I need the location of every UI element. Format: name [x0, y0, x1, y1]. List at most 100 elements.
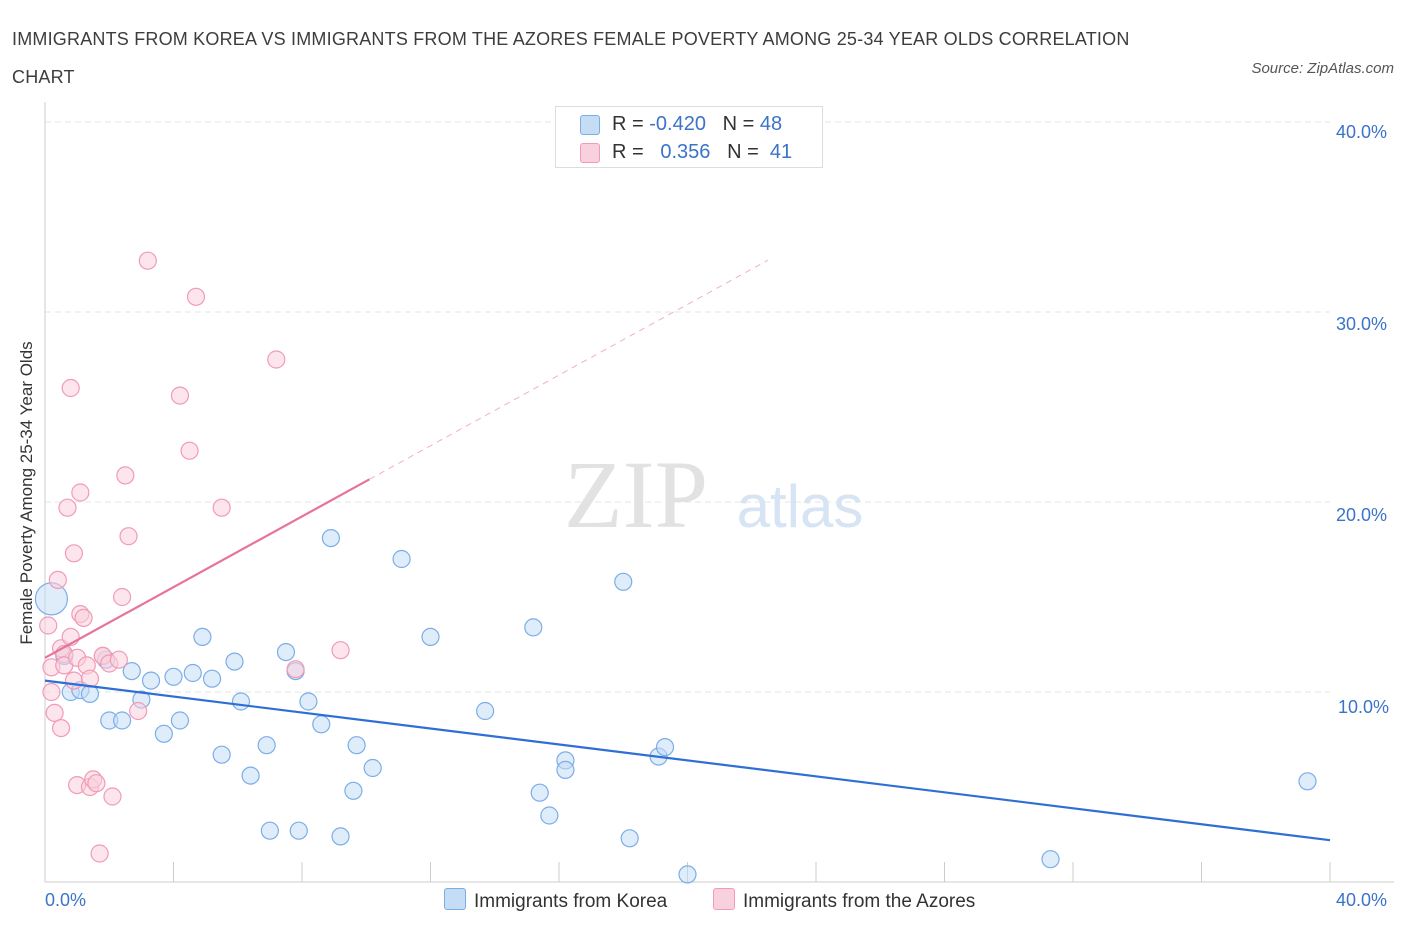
data-point — [61, 378, 80, 398]
data-point — [344, 781, 363, 800]
data-point — [202, 669, 222, 688]
azores-points — [39, 251, 350, 863]
data-point — [267, 350, 286, 369]
data-point — [64, 671, 84, 690]
bottom-legend-label-korea: Immigrants from Korea — [474, 891, 668, 912]
trend-line-korea — [44, 679, 1331, 842]
data-point — [257, 736, 276, 755]
data-point — [58, 498, 77, 517]
data-point — [331, 827, 350, 846]
data-point — [129, 701, 148, 721]
legend-korea-n-label: N = — [722, 113, 755, 135]
data-point — [524, 618, 543, 637]
y-tick-label-40: 40.0% — [1336, 122, 1388, 142]
trend-lines — [44, 259, 1331, 842]
y-tick-label-30: 30.0% — [1336, 314, 1388, 334]
data-point — [48, 570, 67, 590]
data-point — [42, 682, 61, 702]
correlation-legend: R = -0.420 N = 48 R = 0.356 N = 41 — [555, 106, 823, 168]
bottom-legend-swatch-azores — [713, 888, 735, 910]
bottom-legend-swatch-korea — [444, 888, 466, 910]
data-point — [286, 660, 305, 679]
data-point — [260, 821, 279, 840]
axes — [44, 102, 1394, 883]
data-point — [421, 627, 440, 647]
korea-points — [34, 528, 1317, 884]
data-point — [103, 787, 122, 806]
data-point — [138, 251, 157, 270]
data-point — [39, 616, 58, 635]
data-point — [170, 386, 190, 405]
data-point — [212, 745, 231, 764]
data-point — [193, 627, 212, 647]
data-point — [51, 718, 71, 738]
x-tick-label-min: 0.0% — [45, 890, 87, 910]
data-point — [331, 641, 350, 660]
legend-swatch-korea — [580, 115, 600, 135]
data-point — [312, 715, 331, 734]
watermark-zip: ZIP — [564, 441, 708, 548]
watermark-atlas: atlas — [737, 473, 864, 540]
data-point — [476, 701, 495, 721]
legend-korea-n-value: 48 — [759, 113, 783, 135]
legend-azores-n-value: 41 — [769, 141, 793, 163]
data-point — [64, 544, 84, 563]
legend-azores-r-value: 0.356 — [660, 141, 711, 163]
y-tick-label-10: 10.0% — [1338, 697, 1390, 717]
legend-korea-r-value: -0.420 — [649, 113, 706, 135]
y-axis-label: Female Poverty Among 25-34 Year Olds — [17, 341, 36, 645]
data-point — [183, 663, 202, 683]
data-point — [154, 724, 173, 743]
data-point — [109, 650, 128, 669]
data-point — [540, 806, 559, 825]
data-point — [276, 642, 296, 662]
legend-korea-r-label: R = — [612, 113, 644, 135]
data-point — [231, 692, 251, 711]
data-point — [556, 760, 575, 780]
data-point — [112, 587, 132, 607]
data-point — [212, 498, 231, 517]
data-point — [164, 667, 183, 686]
data-point — [180, 441, 199, 460]
data-point — [392, 549, 411, 569]
data-point — [34, 582, 69, 616]
grid-lines — [45, 121, 1330, 693]
data-point — [1298, 772, 1317, 791]
bottom-legend-azores[interactable]: Immigrants from the Azores — [713, 888, 975, 913]
legend-azores-r-label: R = — [612, 141, 644, 163]
data-point — [112, 711, 132, 730]
x-tick-label-max: 40.0% — [1336, 890, 1388, 910]
data-point — [141, 671, 161, 690]
data-point — [347, 736, 366, 755]
data-point — [655, 737, 675, 757]
data-point — [74, 608, 93, 628]
data-point — [363, 758, 382, 778]
y-tick-label-20: 20.0% — [1336, 505, 1388, 525]
data-point — [116, 466, 135, 485]
data-point — [45, 703, 64, 723]
bottom-legend-korea[interactable]: Immigrants from Korea — [444, 888, 667, 913]
data-point — [87, 774, 106, 793]
bottom-legend-label-azores: Immigrants from the Azores — [743, 891, 976, 912]
source-label: Source: ZipAtlas.com — [1251, 60, 1394, 77]
data-point — [614, 572, 633, 591]
data-point — [620, 829, 639, 848]
legend-azores-n-label: N = — [727, 141, 759, 163]
data-point — [321, 528, 341, 548]
data-point — [1041, 850, 1060, 869]
trend-line-azores-extrapolated — [369, 259, 769, 480]
data-point — [186, 287, 206, 306]
data-point — [225, 652, 244, 671]
data-point — [71, 483, 90, 502]
legend-swatch-azores — [580, 143, 600, 163]
data-point — [119, 527, 138, 546]
trend-line-azores — [44, 478, 370, 659]
chart-title: IMMIGRANTS FROM KOREA VS IMMIGRANTS FROM… — [12, 29, 1130, 87]
data-point — [170, 711, 190, 730]
data-point — [678, 865, 697, 884]
data-point — [90, 844, 109, 863]
data-point — [241, 766, 260, 785]
data-point — [530, 783, 549, 802]
data-point — [299, 692, 318, 711]
